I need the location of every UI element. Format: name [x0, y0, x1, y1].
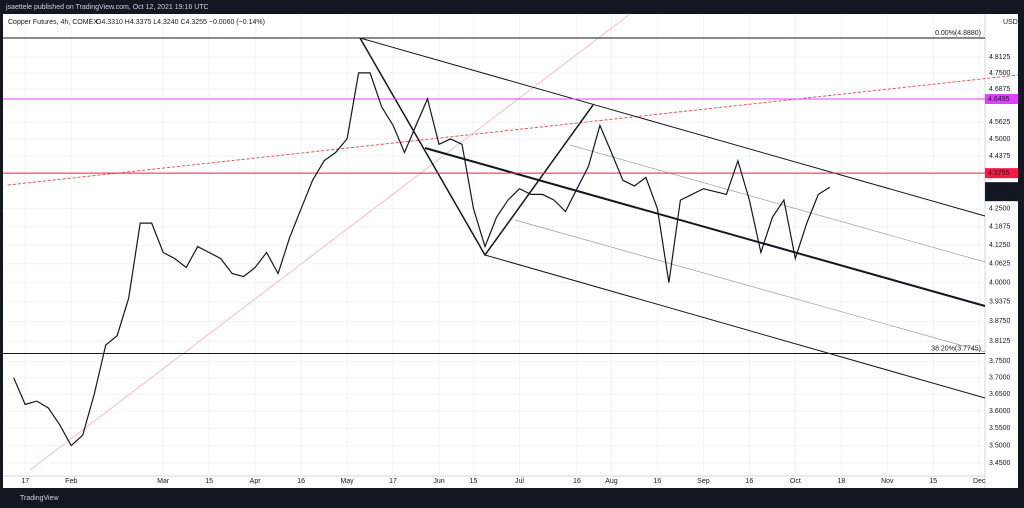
- level-label: 38.20%(3.7745): [931, 345, 981, 352]
- footer-bar: [0, 488, 1024, 508]
- y-tick-label: 4.0625: [989, 261, 1011, 268]
- drawings: [7, 13, 1019, 471]
- upper-tine: [359, 37, 986, 217]
- price-box-label: 4.6495: [988, 96, 1010, 103]
- x-tick-label: 18: [837, 478, 845, 485]
- x-tick-label: 16: [654, 478, 662, 485]
- x-tick-label: Aug: [605, 478, 618, 485]
- chart-panel: [3, 14, 1018, 488]
- x-tick-label: Apr: [250, 478, 262, 485]
- y-tick-label: 3.9375: [989, 299, 1011, 306]
- y-tick-label: 3.5500: [989, 425, 1011, 432]
- y-tick-label: 4.8125: [989, 54, 1011, 61]
- x-tick-label: Sep: [697, 478, 710, 485]
- y-tick-label: 3.8750: [989, 318, 1011, 325]
- inner-tine: [569, 144, 986, 263]
- x-tick-label: Mar: [157, 478, 170, 485]
- x-tick-label: Dec: [973, 478, 986, 485]
- x-tick-label: 15: [470, 478, 478, 485]
- y-tick-label: 4.2500: [989, 206, 1011, 213]
- x-tick-label: 16: [573, 478, 581, 485]
- x-tick-label: Jun: [433, 478, 444, 485]
- publisher: jsaettele published on TradingView.com, …: [5, 4, 209, 11]
- brand: TradingView: [20, 495, 59, 502]
- y-tick-label: 4.5625: [989, 119, 1011, 126]
- y-tick-label: 4.6875: [989, 86, 1011, 93]
- price-box: [985, 168, 1018, 179]
- x-tick-label: 15: [929, 478, 937, 485]
- y-tick-label: 4.7500: [989, 70, 1011, 77]
- y-tick-label: 3.8125: [989, 338, 1011, 345]
- price-box: [985, 94, 1018, 105]
- y-tick-label: 4.5000: [989, 136, 1011, 143]
- x-tick-label: Oct: [790, 478, 801, 485]
- price-line: [13, 72, 831, 447]
- y-tick-label: 3.7000: [989, 375, 1011, 382]
- last-price: 4.3255: [988, 184, 1010, 191]
- x-tick-label: Jul: [515, 478, 524, 485]
- marks: [3, 37, 985, 447]
- price-box-label: 4.3755: [988, 170, 1010, 177]
- x-tick-label: Feb: [65, 478, 77, 485]
- y-tick-label: 4.1875: [989, 224, 1011, 231]
- y-tick-label: 3.6500: [989, 391, 1011, 398]
- y-tick-label: 3.7500: [989, 358, 1011, 365]
- grid: [3, 14, 985, 476]
- ohlc: O4.3310 H4.3375 L4.3240 C4.3255 −0.0060 …: [96, 19, 265, 26]
- y-tick-label: 3.4500: [989, 460, 1011, 467]
- y-tick-label: 4.4375: [989, 153, 1011, 160]
- level-label: 0.00%(4.8880): [935, 30, 981, 37]
- title: Copper Futures, 4h, COMEX: [8, 19, 98, 26]
- y-tick-label: 4.1250: [989, 242, 1011, 249]
- y-tick-label: 4.0000: [989, 279, 1011, 286]
- dashed-trendline: [7, 74, 1019, 186]
- x-tick-label: 15: [205, 478, 213, 485]
- x-tick-label: 16: [297, 478, 305, 485]
- pink-trendline: [29, 13, 631, 471]
- inner-tine: [514, 219, 986, 353]
- x-tick-label: 17: [21, 478, 29, 485]
- currency: USD: [1003, 19, 1018, 26]
- lower-tine: [484, 254, 986, 399]
- y-tick-label: 3.6000: [989, 408, 1011, 415]
- y-tick-label: 3.5000: [989, 442, 1011, 449]
- countdown: 01:53:48: [988, 193, 1015, 200]
- x-tick-label: May: [340, 478, 354, 485]
- last-price-box: [985, 182, 1018, 202]
- x-tick-label: 16: [745, 478, 753, 485]
- x-tick-label: Nov: [881, 478, 894, 485]
- median-line: [424, 147, 986, 307]
- x-tick-label: 17: [389, 478, 397, 485]
